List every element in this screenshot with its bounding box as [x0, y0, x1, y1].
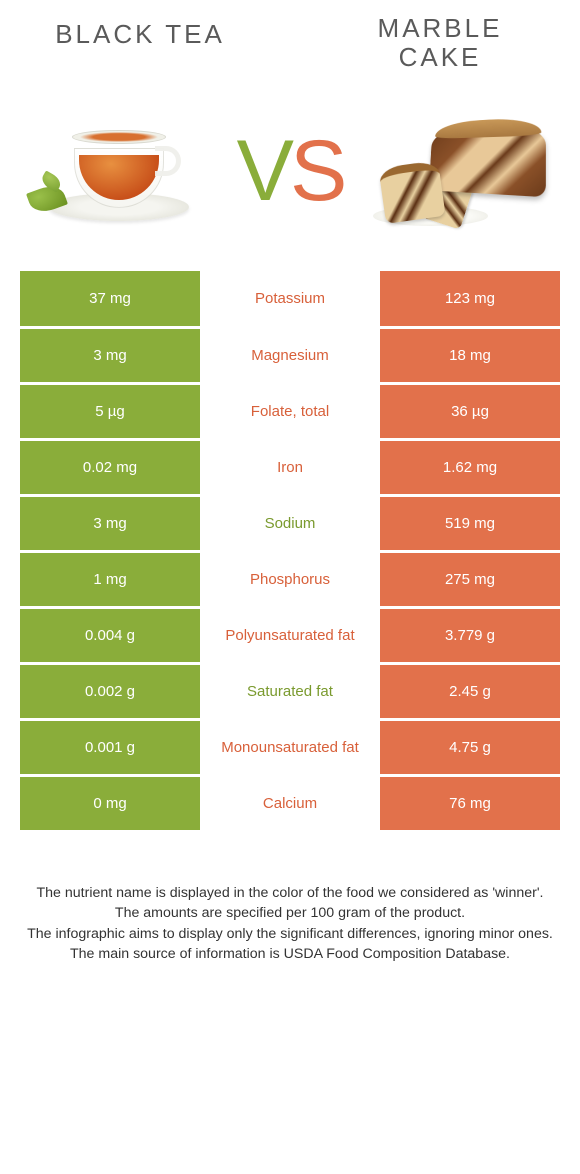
header: BLACK TEA MARBLE CAKE — [0, 0, 580, 81]
nutrient-name: Magnesium — [200, 327, 380, 383]
food-title-left: BLACK TEA — [40, 20, 240, 49]
value-left: 0.02 mg — [20, 439, 200, 495]
nutrient-row: 0.001 gMonounsaturated fat4.75 g — [20, 719, 560, 775]
nutrient-row: 0.02 mgIron1.62 mg — [20, 439, 560, 495]
vs-v: V — [237, 123, 290, 219]
value-left: 0.004 g — [20, 607, 200, 663]
food-image-left — [32, 111, 207, 231]
footnote-line: The infographic aims to display only the… — [20, 924, 560, 945]
value-right: 36 µg — [380, 383, 560, 439]
value-right: 3.779 g — [380, 607, 560, 663]
value-right: 519 mg — [380, 495, 560, 551]
footnote-line: The main source of information is USDA F… — [20, 944, 560, 965]
value-left: 1 mg — [20, 551, 200, 607]
vs-label: VS — [237, 128, 344, 214]
value-left: 37 mg — [20, 271, 200, 327]
nutrient-row: 3 mgSodium519 mg — [20, 495, 560, 551]
nutrient-row: 3 mgMagnesium18 mg — [20, 327, 560, 383]
footnotes: The nutrient name is displayed in the co… — [0, 833, 580, 965]
nutrient-name: Phosphorus — [200, 551, 380, 607]
value-right: 123 mg — [380, 271, 560, 327]
value-right: 76 mg — [380, 775, 560, 831]
nutrient-name: Sodium — [200, 495, 380, 551]
nutrient-name: Iron — [200, 439, 380, 495]
value-right: 4.75 g — [380, 719, 560, 775]
value-left: 0 mg — [20, 775, 200, 831]
food-image-right — [373, 111, 548, 231]
nutrient-row: 0.004 gPolyunsaturated fat3.779 g — [20, 607, 560, 663]
nutrient-row: 1 mgPhosphorus275 mg — [20, 551, 560, 607]
nutrient-row: 0.002 gSaturated fat2.45 g — [20, 663, 560, 719]
nutrient-name: Potassium — [200, 271, 380, 327]
nutrient-row: 0 mgCalcium76 mg — [20, 775, 560, 831]
value-left: 5 µg — [20, 383, 200, 439]
food-title-right: MARBLE CAKE — [340, 14, 540, 71]
vs-s: S — [290, 123, 343, 219]
nutrient-name: Calcium — [200, 775, 380, 831]
nutrient-name: Saturated fat — [200, 663, 380, 719]
tea-cup-icon — [59, 126, 179, 216]
value-left: 0.002 g — [20, 663, 200, 719]
nutrient-row: 5 µgFolate, total36 µg — [20, 383, 560, 439]
nutrient-table: 37 mgPotassium123 mg3 mgMagnesium18 mg5 … — [20, 271, 560, 833]
value-left: 3 mg — [20, 495, 200, 551]
value-left: 3 mg — [20, 327, 200, 383]
footnote-line: The amounts are specified per 100 gram o… — [20, 903, 560, 924]
marble-cake-icon — [378, 116, 543, 226]
value-right: 18 mg — [380, 327, 560, 383]
value-right: 275 mg — [380, 551, 560, 607]
nutrient-name: Folate, total — [200, 383, 380, 439]
vs-row: VS — [0, 81, 580, 271]
value-right: 2.45 g — [380, 663, 560, 719]
nutrient-name: Monounsaturated fat — [200, 719, 380, 775]
value-left: 0.001 g — [20, 719, 200, 775]
footnote-line: The nutrient name is displayed in the co… — [20, 883, 560, 904]
value-right: 1.62 mg — [380, 439, 560, 495]
nutrient-name: Polyunsaturated fat — [200, 607, 380, 663]
nutrient-row: 37 mgPotassium123 mg — [20, 271, 560, 327]
